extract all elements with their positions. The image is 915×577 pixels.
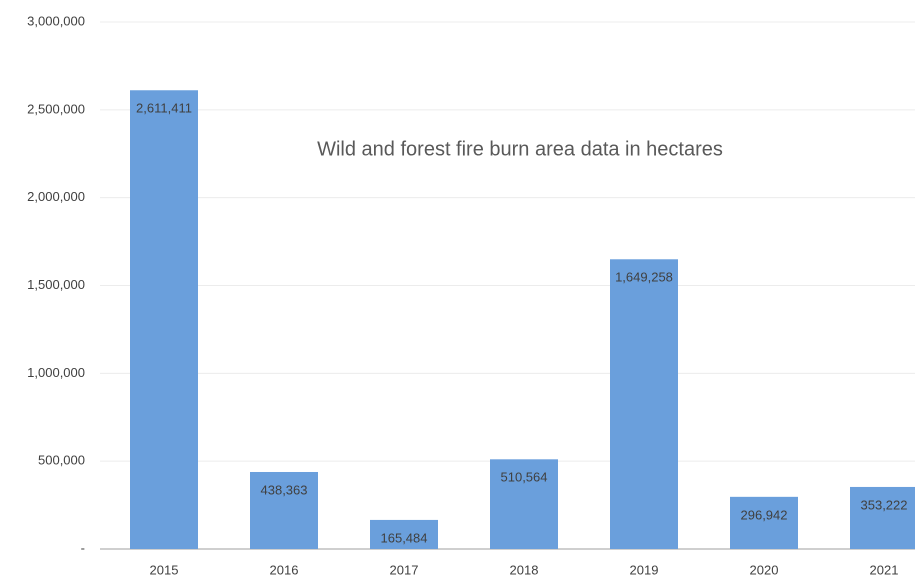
data-label: 510,564 <box>501 470 548 485</box>
y-tick-label: 3,000,000 <box>27 13 85 28</box>
bar <box>610 259 678 549</box>
x-tick-label: 2017 <box>390 562 419 577</box>
y-tick-label: - <box>81 540 85 555</box>
bar <box>370 519 438 549</box>
bar <box>730 496 798 549</box>
data-label: 438,363 <box>261 482 308 497</box>
data-label: 1,649,258 <box>615 270 673 285</box>
y-tick-label: 500,000 <box>38 453 85 468</box>
x-tick-label: 2019 <box>630 562 659 577</box>
bar <box>130 90 198 549</box>
x-tick-label: 2021 <box>870 562 899 577</box>
x-tick-label: 2015 <box>150 562 179 577</box>
x-tick-label: 2016 <box>270 562 299 577</box>
y-tick-label: 1,000,000 <box>27 365 85 380</box>
bar <box>250 471 318 549</box>
data-label: 296,942 <box>741 507 788 522</box>
bar <box>850 486 915 549</box>
x-tick-label: 2020 <box>750 562 779 577</box>
y-tick-label: 1,500,000 <box>27 277 85 292</box>
y-tick-label: 2,000,000 <box>27 189 85 204</box>
chart-title: Wild and forest fire burn area data in h… <box>317 138 723 160</box>
bar <box>490 459 558 549</box>
y-tick-label: 2,500,000 <box>27 101 85 116</box>
data-label: 2,611,411 <box>136 101 192 116</box>
data-label: 165,484 <box>381 530 428 545</box>
data-label: 353,222 <box>861 497 908 512</box>
x-tick-label: 2018 <box>510 562 539 577</box>
